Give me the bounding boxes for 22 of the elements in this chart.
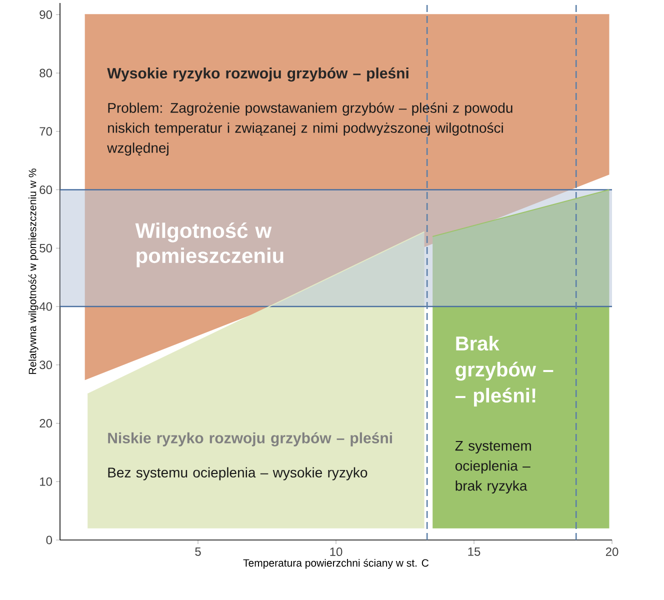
annotation: Bez systemu ocieplenia – wysokie ryzyko <box>108 467 368 480</box>
y-tick-label: 40 <box>39 302 52 311</box>
annotation: Wysokie ryzyko rozwoju grzybów – pleśni <box>107 67 408 82</box>
y-tick-label: 70 <box>40 127 52 136</box>
annotation: Z systemem ocieplenia – brak ryzyka <box>455 440 531 494</box>
x-tick-label: 5 <box>195 548 201 556</box>
y-tick-label: 10 <box>40 477 52 486</box>
y-tick-label: 0 <box>46 536 52 544</box>
x-tick-label: 10 <box>330 548 342 556</box>
y-tick-label: 60 <box>40 186 52 194</box>
y-tick-label: 90 <box>40 10 52 19</box>
y-tick-label: 20 <box>40 419 52 428</box>
y-tick-label: 50 <box>40 244 52 252</box>
x-tick-label: 15 <box>468 548 480 556</box>
band-label: Wilgotność w pomieszczeniu <box>135 222 284 268</box>
x-axis-title: Temperatura powierzchni ściany w st. C <box>243 558 429 569</box>
annotation: Niskie ryzyko rozwoju grzybów – pleśni <box>108 432 392 446</box>
annotation: Brak grzybów – – pleśni! <box>455 336 554 407</box>
y-tick-label: 30 <box>40 360 52 370</box>
y-axis-title: Relatywna wilgotność w pomieszczeniu w % <box>28 168 38 374</box>
y-tick-label: 80 <box>40 68 52 78</box>
x-tick-label: 20 <box>606 548 618 556</box>
